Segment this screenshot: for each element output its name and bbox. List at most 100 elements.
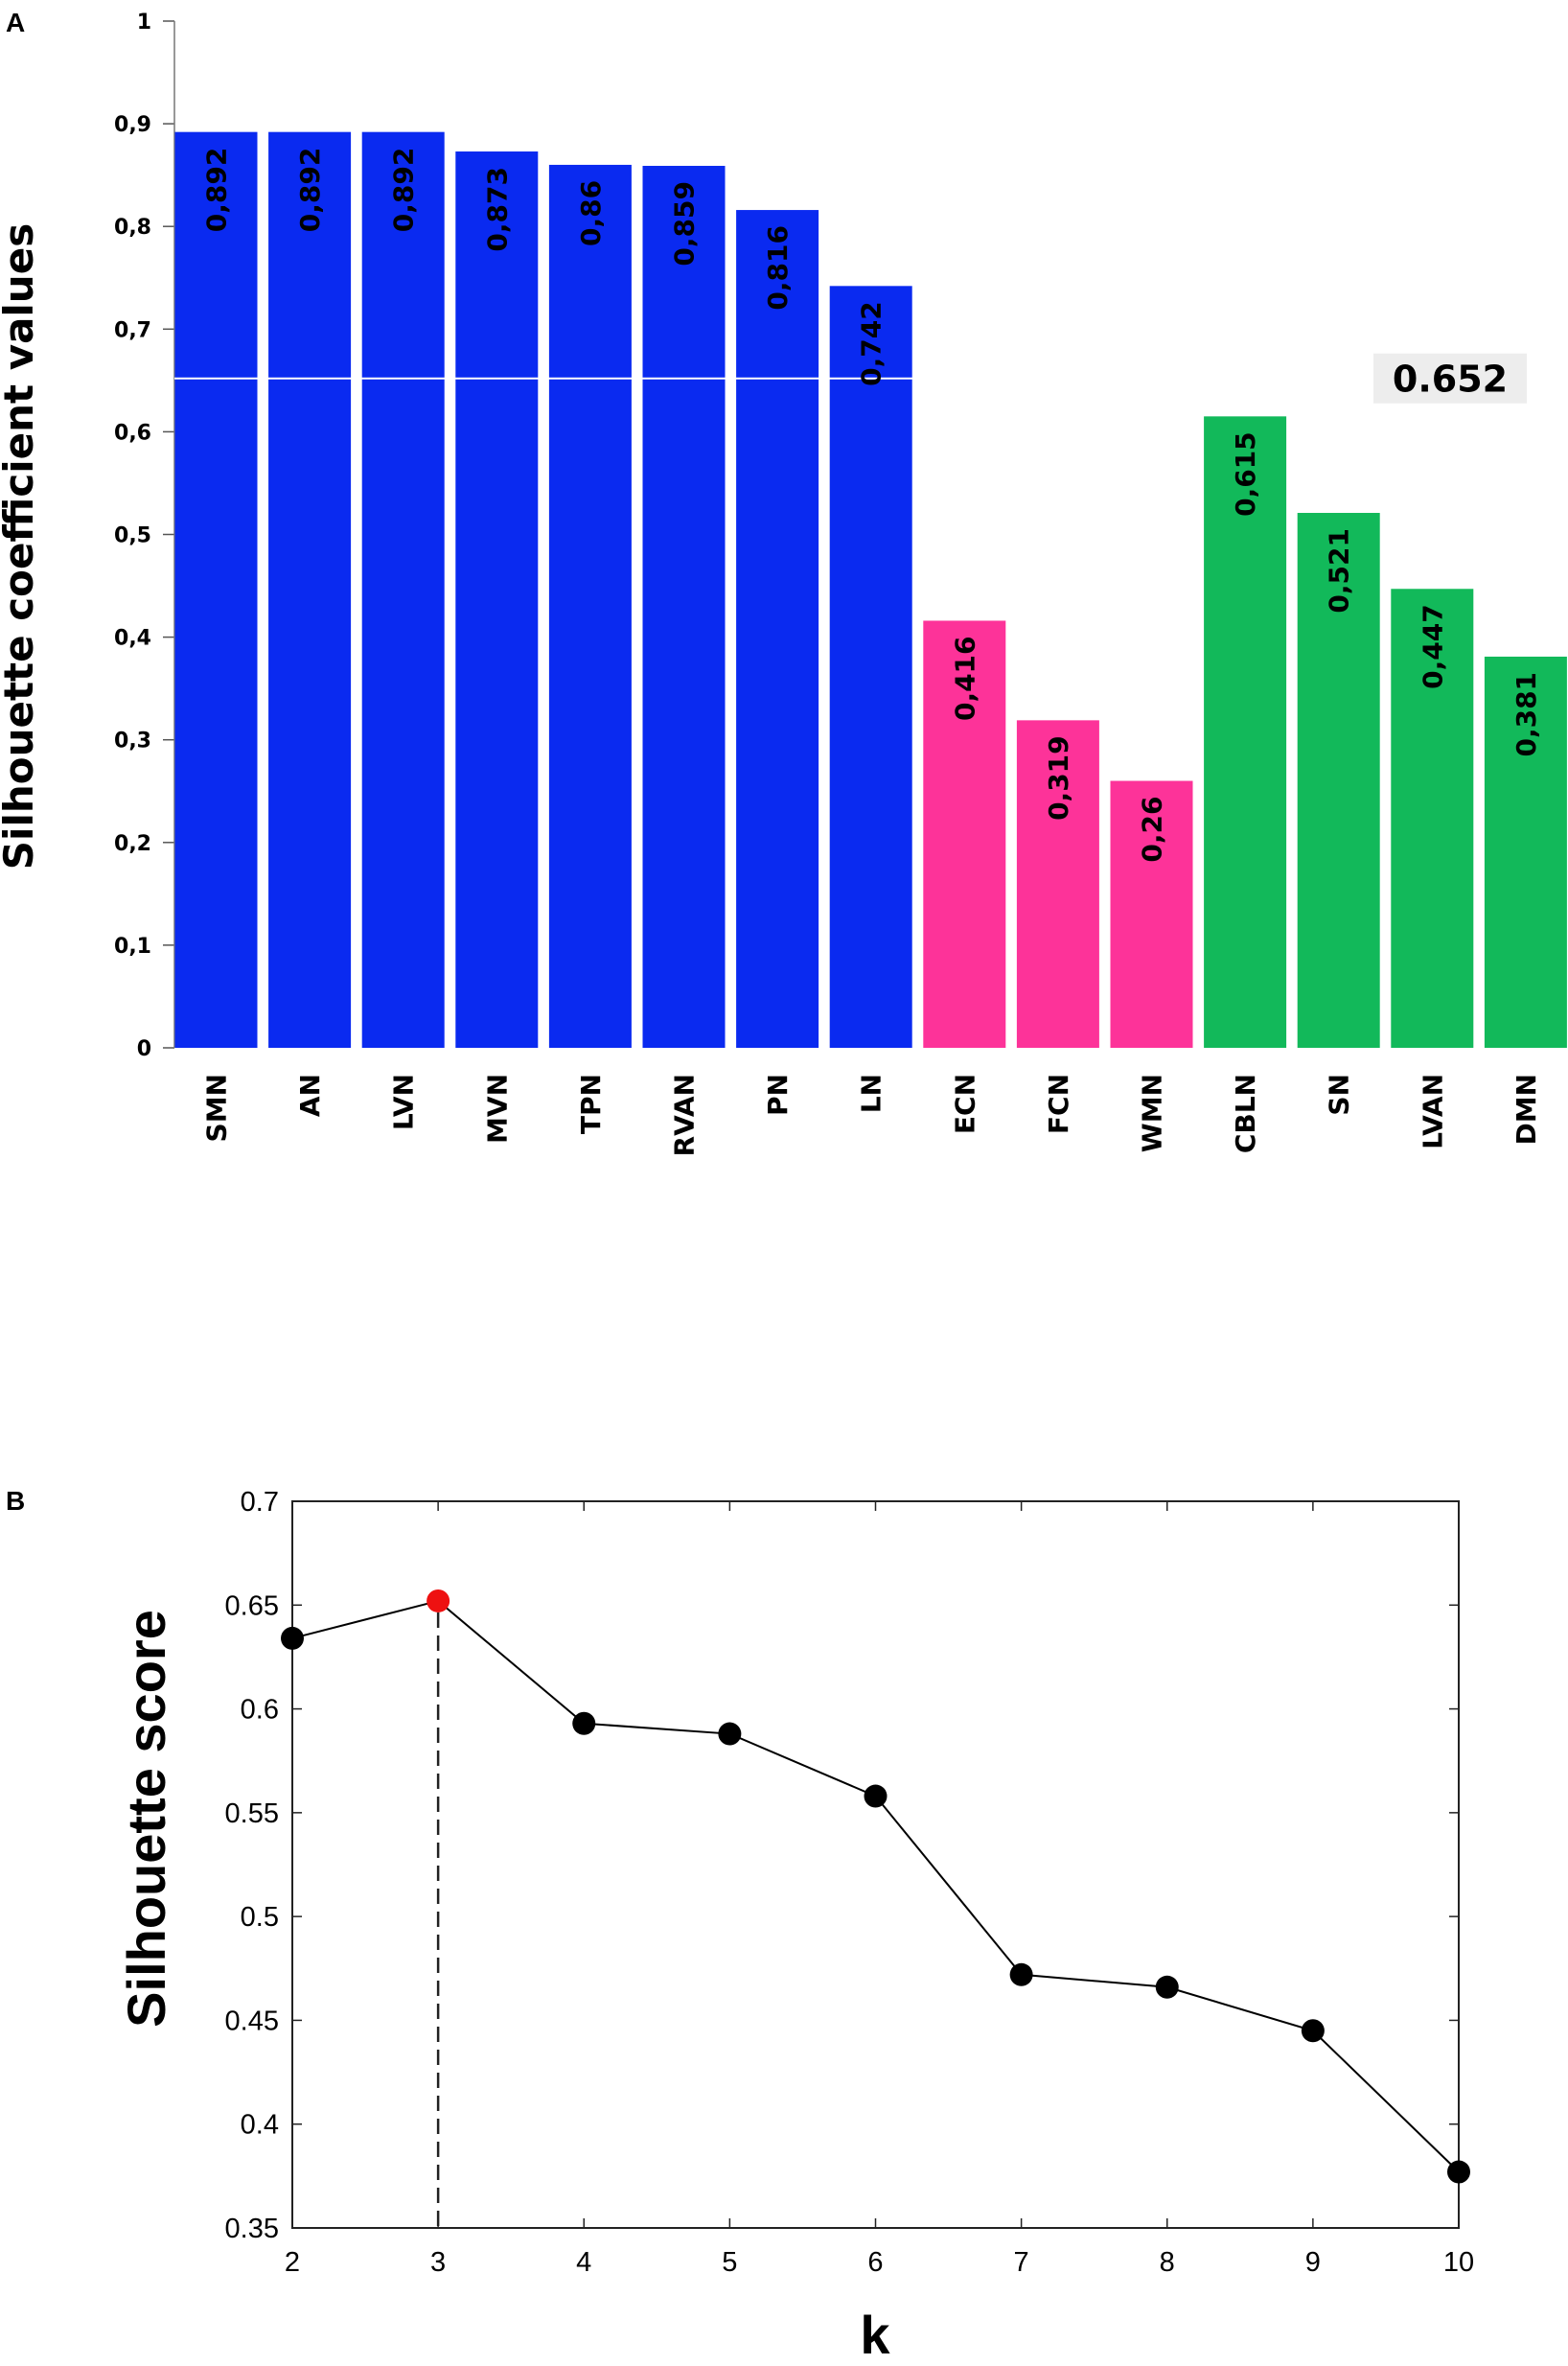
bar-smn — [174, 131, 258, 1049]
bar-value-label: 0,86 — [575, 180, 607, 246]
bar-value-label: 0,892 — [294, 148, 326, 233]
highlight-point — [427, 1589, 450, 1612]
bar-rvan — [642, 166, 726, 1049]
category-label: DMN — [1510, 1074, 1542, 1146]
panel-a-y-axis: 0 0,1 0,2 0,3 0,4 0,5 0,6 0,7 0,8 0,9 1 — [114, 11, 175, 1061]
y-tick-label: 0.6 — [241, 1695, 279, 1726]
bar-value-label: 0,319 — [1043, 735, 1074, 821]
x-tick-label: 6 — [867, 2247, 883, 2278]
y-tick-label: 0.35 — [225, 2214, 279, 2244]
category-label: ECN — [949, 1074, 980, 1134]
panel-a-label: A — [6, 8, 25, 37]
bar-value-label: 0,416 — [949, 636, 980, 721]
x-tick-label: 4 — [576, 2247, 591, 2278]
bar-sn — [1297, 513, 1380, 1048]
panel-b-plot-frame — [291, 1500, 1460, 2229]
y-tick-label: 0,3 — [114, 730, 151, 754]
data-point — [1009, 1962, 1033, 1986]
bar-value-label: 0,892 — [388, 148, 420, 233]
y-tick-label: 0,9 — [114, 113, 151, 137]
data-point — [1301, 2019, 1325, 2043]
y-tick-label: 0.5 — [241, 1902, 279, 1933]
category-label: RVAN — [669, 1074, 701, 1156]
threshold-label-box — [1373, 353, 1527, 404]
bar-value-label: 0,742 — [856, 301, 888, 386]
y-tick-label: 0.7 — [241, 1487, 279, 1518]
y-tick-label: 0,2 — [114, 832, 151, 856]
bar-value-label: 0,892 — [201, 148, 233, 233]
category-label: TPN — [575, 1074, 607, 1134]
bar-value-label: 0,447 — [1417, 604, 1448, 689]
panel-a-bar-chart: A Silhouette coefficient values 00,10,20… — [0, 8, 1567, 1156]
y-tick-label: 1 — [137, 11, 151, 35]
x-tick-label: 8 — [1160, 2247, 1175, 2278]
bar-dmn — [1484, 656, 1567, 1048]
panel-b-x-axis-title: k — [860, 2305, 890, 2365]
bar-ln — [829, 286, 912, 1048]
bar-fcn — [1016, 720, 1099, 1048]
bar-wmn — [1110, 780, 1193, 1048]
bar-value-label: 0,26 — [1137, 797, 1168, 863]
y-tick-label: 0,4 — [114, 627, 151, 651]
bar-value-label: 0,859 — [669, 181, 701, 267]
category-label: MVN — [481, 1074, 513, 1144]
x-tick-label: 9 — [1305, 2247, 1321, 2278]
data-point — [864, 1784, 888, 1808]
data-point — [281, 1626, 304, 1650]
panel-b-label: B — [6, 1486, 25, 1516]
category-label: AN — [294, 1074, 326, 1117]
bar-mvn — [455, 151, 539, 1049]
category-label: LVAN — [1417, 1074, 1448, 1149]
y-tick-label: 0.45 — [225, 2006, 279, 2036]
bar-an — [268, 131, 352, 1049]
x-tick-label: 7 — [1014, 2247, 1029, 2278]
threshold-label: 0.652 — [1393, 359, 1508, 401]
data-point — [572, 1711, 596, 1735]
y-tick-label: 0,8 — [114, 216, 151, 240]
y-tick-label: 0.4 — [241, 2110, 279, 2141]
x-tick-label: 2 — [285, 2247, 300, 2278]
category-label: LVN — [388, 1074, 420, 1130]
bar-tpn — [548, 164, 632, 1048]
silhouette-score-line — [291, 1599, 1460, 2173]
panel-a-category-labels: SMN AN LVN MVN TPN RVAN PN LN ECN FCN WMN CBLN SN LVA… — [201, 1074, 1542, 1156]
panel-b-axes: 0.35 0.4 0.45 0.5 0.55 0.6 0.65 0.7 2 3 4 5 6 7 8 9 10 — [225, 1487, 1475, 2278]
x-tick-label: 5 — [722, 2247, 737, 2278]
bar-lvan — [1391, 589, 1474, 1048]
panel-a-y-axis-title: Silhouette coefficient values — [0, 223, 42, 870]
category-label: WMN — [1137, 1074, 1168, 1152]
bar-value-label: 0,816 — [762, 225, 794, 311]
panel-b-points — [281, 1589, 1470, 2184]
y-tick-label: 0 — [137, 1037, 151, 1061]
bar-ecn — [923, 620, 1006, 1048]
category-label: FCN — [1043, 1074, 1074, 1134]
bar-cbln — [1204, 416, 1287, 1049]
panel-a-value-labels: 0,892 0,892 0,892 0,873 0,86 0,859 0,816 0,742 0… — [201, 148, 1542, 863]
y-tick-label: 0,7 — [114, 318, 151, 342]
data-point — [718, 1722, 742, 1746]
y-tick-label: 0.55 — [225, 1798, 279, 1829]
panel-a-threshold: 0.652 — [174, 353, 1527, 404]
panel-b-line-chart: B 0.35 0.4 0.45 0.5 0.55 0.6 0.65 0.7 2 3 4 5 6 7 8 9 10… — [6, 1486, 1474, 2365]
x-tick-label: 3 — [430, 2247, 446, 2278]
y-tick-label: 0,5 — [114, 524, 151, 548]
bar-pn — [736, 210, 819, 1049]
bar-value-label: 0,381 — [1510, 672, 1542, 757]
bar-lvn — [361, 131, 445, 1049]
category-label: PN — [762, 1074, 794, 1116]
bar-value-label: 0,873 — [481, 167, 513, 252]
category-label: SMN — [201, 1074, 233, 1142]
data-point — [1155, 1975, 1179, 1999]
y-tick-label: 0.65 — [225, 1590, 279, 1621]
panel-a-bars — [174, 131, 1567, 1049]
category-label: LN — [856, 1074, 888, 1113]
data-point — [1447, 2160, 1470, 2184]
category-label: SN — [1324, 1074, 1355, 1116]
category-label: CBLN — [1230, 1074, 1261, 1153]
y-tick-label: 0,6 — [114, 421, 151, 445]
panel-b-y-axis-title: Silhouette score — [116, 1610, 176, 2028]
bar-value-label: 0,521 — [1324, 528, 1355, 614]
y-tick-label: 0,1 — [114, 935, 151, 959]
bar-value-label: 0,615 — [1230, 431, 1261, 517]
